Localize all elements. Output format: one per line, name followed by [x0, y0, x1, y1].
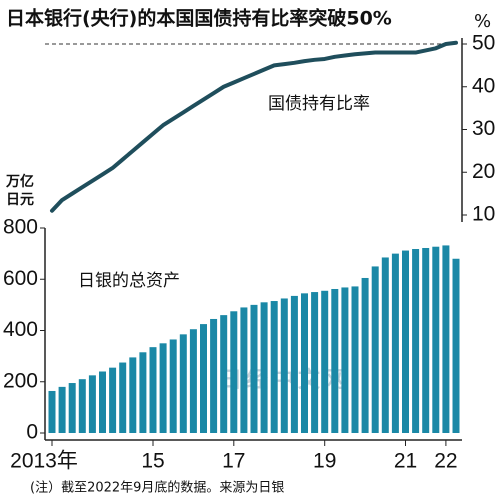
y2-tick-label: 50	[472, 32, 495, 55]
y2-tick-label: 40	[472, 74, 495, 97]
bar	[402, 250, 409, 433]
y2-axis-label: %	[474, 11, 491, 32]
bar	[331, 288, 339, 433]
bar	[361, 277, 369, 433]
bar	[452, 258, 460, 433]
bar	[58, 386, 66, 433]
bar	[432, 246, 440, 433]
bar	[139, 352, 147, 433]
bar	[270, 301, 278, 433]
y-tick-label: 800	[3, 216, 38, 239]
bar	[412, 249, 420, 433]
bar	[301, 293, 308, 433]
bar	[149, 347, 157, 433]
bar	[88, 375, 96, 433]
bar	[99, 371, 106, 433]
bar	[240, 307, 248, 433]
bar	[189, 329, 197, 433]
bar	[200, 324, 207, 433]
bar	[78, 379, 86, 433]
y-tick-label: 0	[26, 421, 38, 444]
bar	[290, 295, 298, 433]
note: (注）截至2022年9月底的数据。来源为日银	[30, 480, 284, 496]
bar	[169, 339, 177, 433]
bar	[68, 383, 76, 433]
bar	[391, 253, 399, 433]
chart-title: 日本银行(央行)的本国国债持有比率突破50%	[6, 7, 392, 30]
bar	[119, 362, 127, 433]
bar	[220, 315, 228, 433]
bar	[351, 286, 359, 433]
bar	[230, 311, 238, 433]
bar	[210, 318, 218, 433]
x-tick-label: 17	[222, 450, 245, 473]
x-tick-label: 21	[394, 450, 417, 473]
bar	[179, 334, 187, 433]
x-tick-label: 22	[434, 450, 457, 473]
y-axis-label: 万亿日元	[6, 174, 34, 208]
y-tick-label: 600	[3, 267, 38, 290]
bar	[129, 357, 137, 433]
series-label: 国债持有比率	[268, 94, 370, 114]
bar	[442, 245, 450, 433]
bar	[381, 257, 389, 433]
y-tick-label: 400	[3, 318, 38, 341]
bar	[109, 367, 117, 433]
bar	[321, 290, 329, 433]
x-tick-label: 19	[313, 450, 336, 473]
bar	[422, 247, 430, 433]
bar	[48, 390, 56, 433]
bar	[371, 266, 379, 433]
x-tick-label: 2013年	[10, 450, 78, 473]
bar	[159, 343, 167, 433]
bar	[280, 298, 288, 433]
y2-tick-label: 30	[472, 117, 495, 140]
x-tick-label: 15	[141, 450, 164, 473]
series-label: 日银的总资产	[78, 271, 180, 291]
bar	[311, 292, 319, 433]
y2-tick-label: 20	[472, 160, 495, 183]
bar	[260, 302, 268, 433]
line	[50, 40, 458, 213]
bar	[250, 304, 258, 433]
y2-tick-label: 10	[472, 203, 495, 226]
bar	[341, 287, 349, 433]
y-tick-label: 200	[3, 369, 38, 392]
